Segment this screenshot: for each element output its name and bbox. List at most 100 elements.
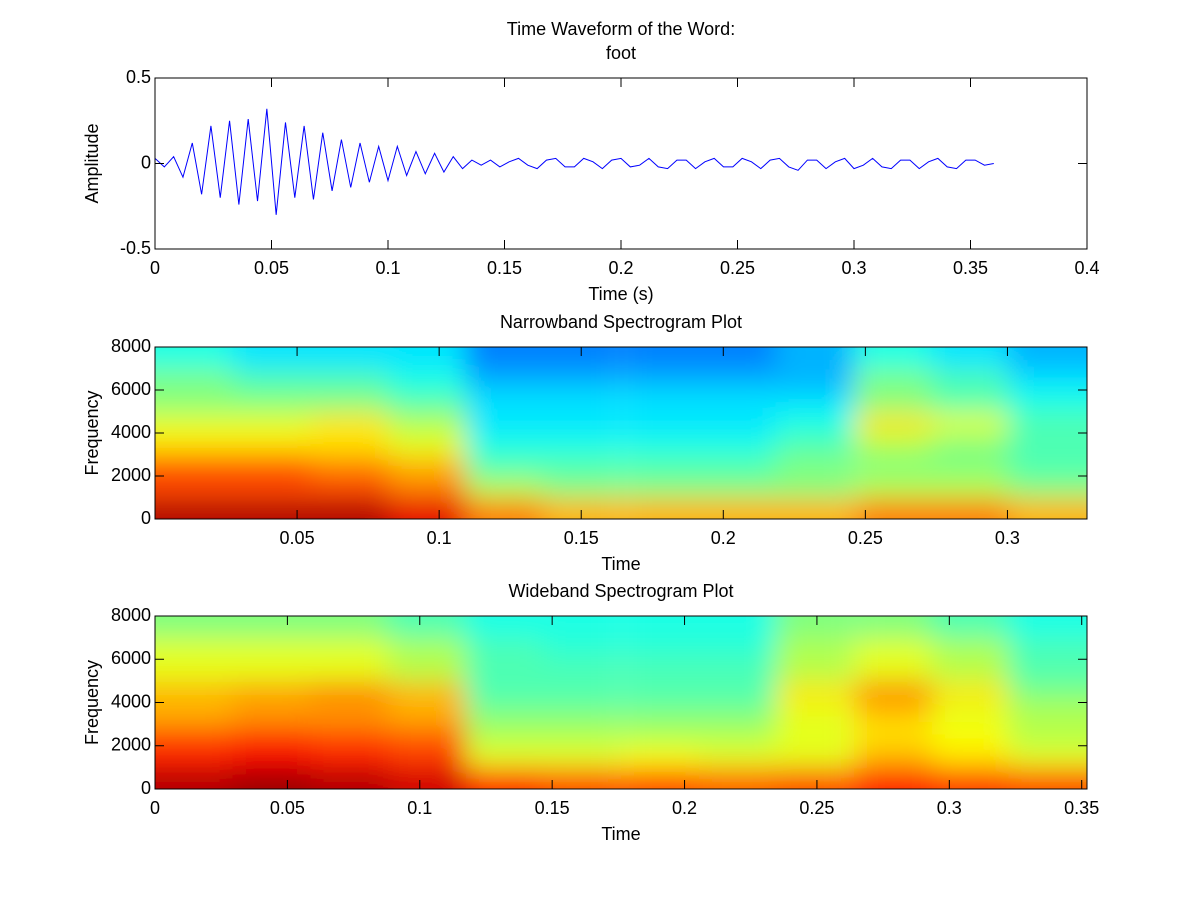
heatmap-cell <box>465 390 545 413</box>
heatmap-cell <box>775 767 855 789</box>
heatmap-cell <box>621 411 701 434</box>
heatmap-cell <box>542 411 622 434</box>
heatmap-cell <box>854 616 934 639</box>
heatmap-cell <box>542 433 622 456</box>
heatmap-cell <box>388 745 467 769</box>
heatmap-cell <box>155 411 234 434</box>
x-tick-label: 0.15 <box>487 258 522 278</box>
x-tick-label: 0 <box>150 798 160 818</box>
heatmap-cell <box>854 411 934 434</box>
heatmap-cell <box>232 390 312 413</box>
heatmap-cell <box>388 616 467 639</box>
heatmap-cell <box>1008 745 1087 769</box>
heatmap-cell <box>854 433 934 456</box>
heatmap-cell <box>1008 637 1087 661</box>
heatmap-cell <box>232 680 312 704</box>
heatmap-cell <box>542 476 622 499</box>
heatmap-cell <box>388 637 467 661</box>
heatmap-cell <box>465 767 545 789</box>
heatmap-cell <box>1008 616 1087 639</box>
subplot: 0.05 0.1 0.15 0.2 0.25 0.3 0 2000 4000 6000 8000 Na… <box>82 312 1088 574</box>
heatmap-cell <box>698 368 778 391</box>
heatmap-cell <box>232 433 312 456</box>
heatmap-cell <box>854 368 934 391</box>
heatmap-cell <box>698 745 778 769</box>
heatmap-cell <box>698 390 778 413</box>
heatmap-cell <box>931 702 1011 726</box>
heatmap-cell <box>621 616 701 639</box>
subplot-title: Time Waveform of the Word: <box>507 19 735 39</box>
heatmap-cell <box>931 497 1011 519</box>
heatmap-cell <box>1008 454 1087 477</box>
heatmap-cell <box>1008 497 1087 519</box>
heatmap-cell <box>155 476 234 499</box>
heatmap-cell <box>854 745 934 769</box>
heatmap-cell <box>621 745 701 769</box>
heatmap-cell <box>621 476 701 499</box>
heatmap-cell <box>775 433 855 456</box>
heatmap-cell <box>155 637 234 661</box>
heatmap-cell <box>465 616 545 639</box>
heatmap-cell <box>465 659 545 682</box>
heatmap-cell <box>854 347 934 370</box>
heatmap-cell <box>232 745 312 769</box>
heatmap-cell <box>775 637 855 661</box>
heatmap <box>155 347 1087 519</box>
heatmap-cell <box>310 476 390 499</box>
heatmap-cell <box>155 433 234 456</box>
heatmap-cell <box>542 659 622 682</box>
heatmap-cell <box>232 347 312 370</box>
x-tick-label: 0.15 <box>535 798 570 818</box>
heatmap-cell <box>698 433 778 456</box>
x-tick-label: 0.1 <box>375 258 400 278</box>
heatmap-cell <box>854 767 934 789</box>
heatmap-cell <box>465 347 545 370</box>
heatmap-cell <box>931 745 1011 769</box>
heatmap-cell <box>542 368 622 391</box>
heatmap-cell <box>155 702 234 726</box>
heatmap-cell <box>388 454 467 477</box>
heatmap-cell <box>388 433 467 456</box>
subplot-title: foot <box>606 43 636 63</box>
heatmap-cell <box>155 767 234 789</box>
heatmap-cell <box>465 476 545 499</box>
heatmap-cell <box>310 724 389 747</box>
heatmap-cell <box>698 411 778 434</box>
heatmap-cell <box>232 702 312 726</box>
y-tick-label: 4000 <box>111 691 151 711</box>
heatmap-cell <box>155 616 234 639</box>
heatmap-cell <box>310 680 389 704</box>
heatmap-cell <box>542 724 622 747</box>
heatmap-cell <box>621 680 701 704</box>
heatmap-cell <box>621 724 701 747</box>
heatmap-cell <box>542 767 622 789</box>
heatmap-cell <box>232 497 312 519</box>
heatmap-cell <box>854 454 934 477</box>
x-tick-label: 0.3 <box>841 258 866 278</box>
y-tick-label: 2000 <box>111 465 151 485</box>
heatmap-cell <box>931 411 1011 434</box>
heatmap-cell <box>1008 476 1087 499</box>
heatmap-cell <box>542 680 622 704</box>
x-axis-label: Time <box>601 824 640 844</box>
heatmap-cell <box>1008 347 1087 370</box>
heatmap-cell <box>698 702 778 726</box>
heatmap-cell <box>621 347 701 370</box>
heatmap-cell <box>698 680 778 704</box>
x-tick-label: 0.35 <box>953 258 988 278</box>
heatmap-cell <box>155 497 234 519</box>
heatmap-cell <box>931 368 1011 391</box>
heatmap-cell <box>310 347 390 370</box>
heatmap <box>155 616 1087 789</box>
heatmap-cells <box>155 616 1087 789</box>
heatmap-cell <box>310 497 390 519</box>
heatmap-cell <box>155 659 234 682</box>
heatmap-cell <box>1008 767 1087 789</box>
x-tick-label: 0.3 <box>995 528 1020 548</box>
y-tick-label: 0.5 <box>126 67 151 87</box>
heatmap-cell <box>388 476 467 499</box>
heatmap-cell <box>542 745 622 769</box>
heatmap-cell <box>931 724 1011 747</box>
heatmap-cell <box>310 616 389 639</box>
heatmap-cell <box>775 454 855 477</box>
